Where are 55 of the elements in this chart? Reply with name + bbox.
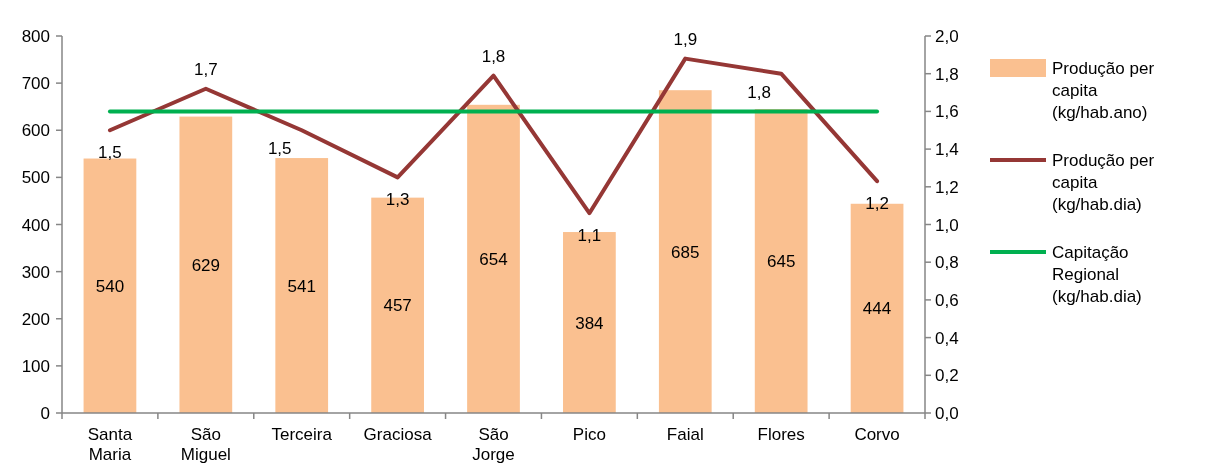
y2-tick-label: 0,2 — [935, 366, 959, 386]
y2-tick-label: 2,0 — [935, 27, 959, 46]
y-tick-label: 600 — [21, 121, 50, 141]
y2-tick-label: 0,0 — [935, 404, 959, 423]
y-tick-label: 400 — [21, 215, 50, 235]
y2-tick-label: 1,4 — [935, 140, 959, 160]
bar — [658, 90, 712, 413]
data-label: 1,8 — [747, 82, 771, 102]
y-tick-label: 100 — [21, 356, 50, 376]
x-tick-label: Corvo — [854, 425, 900, 444]
bar — [179, 116, 233, 413]
x-tick-label: São Jorge — [472, 425, 515, 464]
y2-tick-label: 1,8 — [935, 64, 959, 84]
data-label: 541 — [287, 276, 316, 296]
y-tick-label: 0 — [40, 404, 50, 423]
x-tick-label: Terceira — [271, 425, 333, 444]
data-label: 444 — [862, 299, 892, 319]
data-label: 685 — [671, 242, 700, 262]
y2-tick-label: 0,8 — [935, 253, 959, 273]
y-tick-label: 300 — [21, 262, 50, 282]
x-tick-label: Graciosa — [363, 425, 433, 444]
data-label: 457 — [383, 296, 412, 316]
legend-label: Produção per capita (kg/hab.dia) — [1052, 151, 1155, 214]
legend-label: Produção per capita (kg/hab.ano) — [1052, 59, 1155, 122]
x-tick-label: Flores — [757, 425, 805, 444]
y-tick-label: 200 — [21, 309, 50, 329]
data-label: 540 — [95, 276, 125, 296]
data-label: 1,8 — [481, 46, 506, 66]
y2-tick-label: 1,0 — [935, 215, 959, 235]
bar — [467, 104, 520, 413]
data-label: 629 — [191, 255, 221, 275]
data-label: 1,9 — [673, 29, 698, 49]
x-tick-label: Santa Maria — [87, 425, 133, 464]
y-tick-label: 800 — [21, 27, 50, 46]
y-tick-label: 700 — [21, 74, 50, 94]
data-label: 1,3 — [385, 190, 410, 210]
data-label: 1,5 — [267, 139, 292, 159]
y2-tick-label: 1,2 — [935, 177, 959, 197]
data-label: 1,1 — [577, 226, 602, 246]
y-tick-label: 500 — [21, 168, 50, 188]
y2-tick-label: 1,6 — [935, 102, 959, 122]
legend-label: Capitação Regional (kg/hab.dia) — [1052, 243, 1142, 306]
data-label: 1,2 — [865, 194, 889, 214]
y2-tick-label: 0,6 — [935, 290, 959, 310]
data-label: 654 — [479, 249, 508, 269]
data-label: 1,5 — [98, 143, 122, 163]
x-tick-label: Pico — [572, 425, 606, 444]
bar — [83, 158, 137, 413]
data-label: 384 — [575, 313, 604, 333]
data-label: 645 — [766, 252, 796, 272]
x-tick-label: Faial — [666, 425, 704, 444]
x-tick-label: São Miguel — [180, 425, 231, 464]
data-label: 1,7 — [194, 59, 218, 79]
bar — [275, 158, 329, 413]
y2-tick-label: 0,4 — [935, 328, 959, 348]
